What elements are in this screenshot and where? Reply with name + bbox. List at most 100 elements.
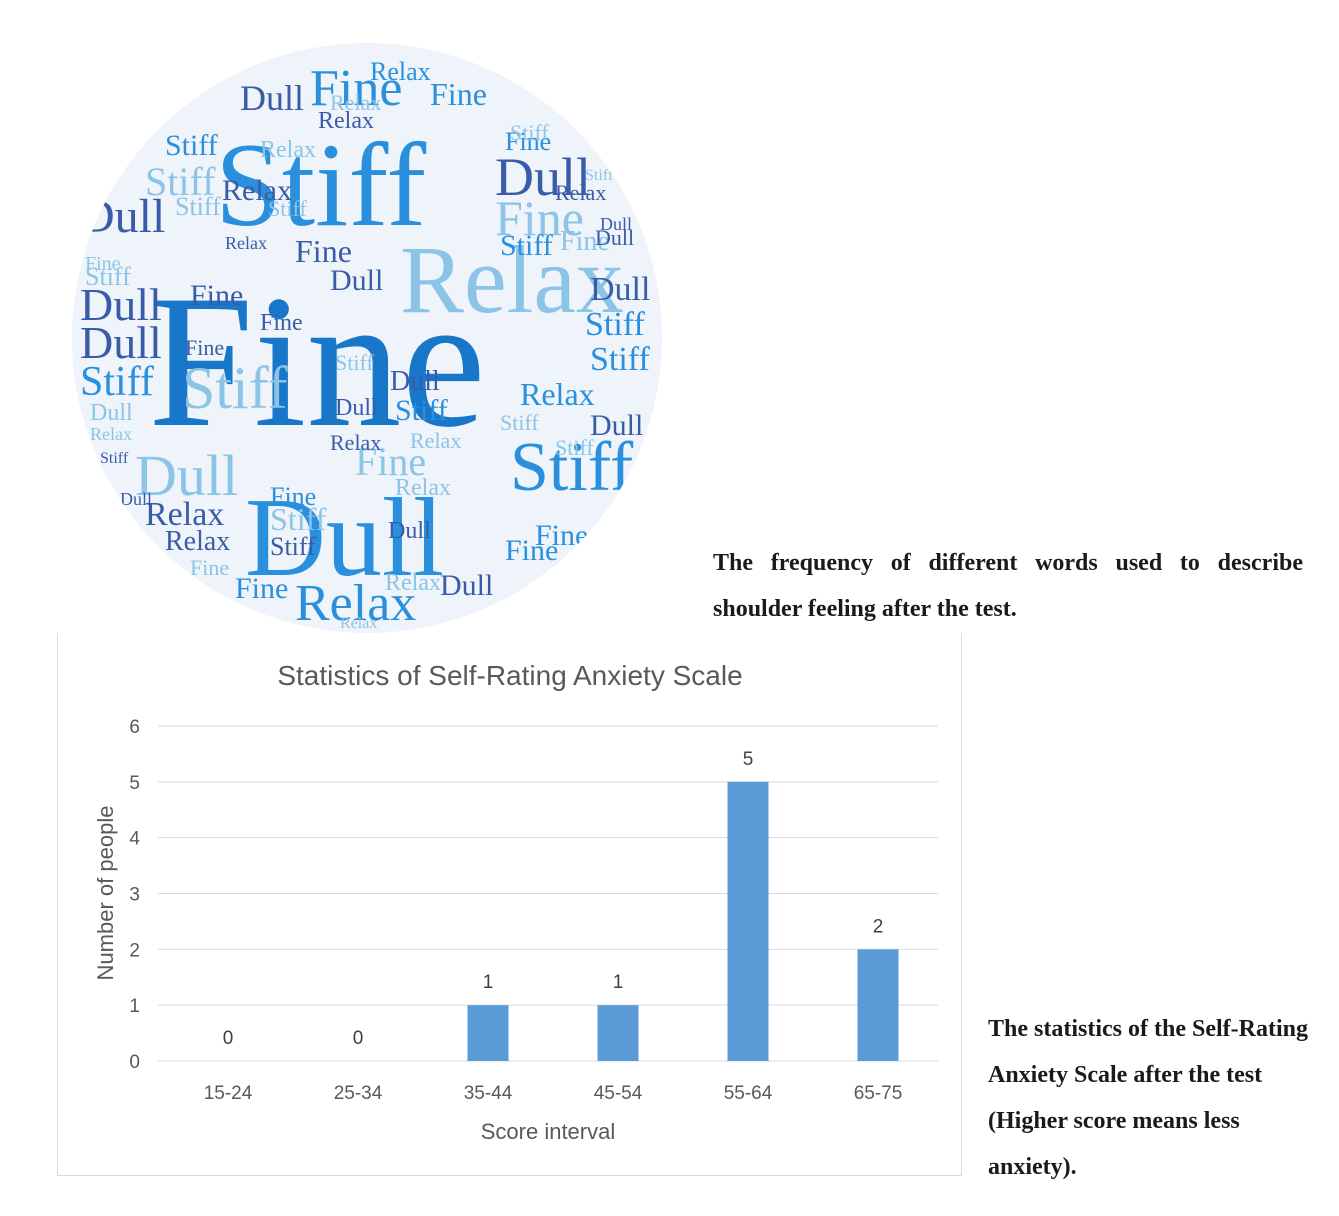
word-cloud-word: Fine (505, 534, 558, 567)
bar (597, 1005, 639, 1061)
word-cloud-word: Relax (195, 604, 237, 624)
word-cloud-word: Fine (560, 226, 610, 257)
chart-title: Statistics of Self-Rating Anxiety Scale (277, 660, 742, 691)
data-label: 5 (743, 749, 754, 770)
word-cloud-word: Stiff (182, 355, 288, 421)
word-cloud-word: Fine (185, 335, 224, 360)
word-cloud-word: Fine (505, 127, 551, 156)
data-label: 2 (873, 916, 884, 937)
word-cloud-caption: The frequency of different words used to… (713, 550, 1303, 622)
word-cloud-word: Relax (385, 570, 441, 596)
y-axis-label: Number of people (93, 806, 118, 981)
word-cloud-panel: Fine Relax Stiff Dull Relax Stiff Dull Fine Stif… (72, 43, 662, 633)
word-cloud-word: Stiff (585, 306, 646, 343)
y-tick-label: 3 (129, 885, 140, 906)
word-cloud-word: Fine (430, 76, 487, 112)
word-cloud-word: Dull (600, 214, 632, 234)
word-cloud-word: Relax (555, 180, 606, 205)
y-tick-label: 6 (129, 717, 140, 738)
word-cloud-word: Dull (590, 271, 650, 308)
word-cloud-word: Fine (148, 257, 486, 467)
word-cloud-word: Stiff (85, 262, 131, 291)
word-cloud-circle (72, 43, 662, 633)
word-cloud-word: Stiff (268, 196, 307, 221)
y-tick-label: 1 (129, 996, 140, 1017)
word-cloud-word: Relax (330, 430, 381, 455)
y-tick-label: 0 (129, 1052, 140, 1073)
word-cloud-word: Relax (165, 526, 230, 557)
word-cloud-word: Relax (330, 90, 381, 115)
bar (727, 781, 769, 1061)
word-cloud-word: Stiff (270, 501, 327, 537)
data-label: 1 (613, 972, 624, 993)
x-tick-label: 15-24 (204, 1083, 253, 1104)
word-cloud-word: Dull (80, 279, 162, 330)
word-cloud-word: Relax (400, 226, 624, 333)
word-cloud-word: Stiff (500, 229, 553, 262)
word-cloud-word: Stiff (510, 429, 634, 506)
word-cloud-word: Stiff (510, 120, 549, 145)
x-tick-label: 45-54 (594, 1083, 643, 1104)
word-cloud-word: Dull (390, 366, 440, 397)
data-label: 0 (223, 1028, 234, 1049)
word-cloud-word: Fine (535, 519, 588, 552)
word-cloud-word: Fine (310, 60, 402, 117)
word-cloud-word: Stiff (145, 159, 216, 204)
word-cloud-word: Relax (318, 108, 374, 134)
word-cloud-word: Dull (440, 569, 493, 602)
word-cloud-word: Relax (410, 428, 461, 453)
word-cloud-word: Fine (495, 190, 584, 246)
word-cloud-word: Stiff (215, 118, 426, 251)
word-cloud-word: Fine (235, 572, 288, 605)
word-cloud-word: Dull (240, 78, 304, 118)
word-cloud-word: Stiff (175, 192, 221, 221)
word-cloud-word: Dull (388, 518, 431, 544)
word-cloud-word: Stiff (585, 167, 614, 184)
word-cloud-word: Dull (330, 264, 383, 297)
word-cloud-word: Fine (85, 253, 121, 275)
word-cloud-word: Fine (190, 555, 229, 580)
word-cloud-word: Relax (222, 174, 292, 207)
word-cloud-word: Relax (370, 57, 431, 86)
y-tick-label: 5 (129, 773, 140, 794)
word-cloud-word: Dull (90, 400, 133, 426)
word-cloud-word: Relax (520, 376, 595, 412)
word-cloud-word: Stiff (395, 394, 448, 427)
y-tick-label: 4 (129, 829, 140, 850)
word-cloud-word: Relax (145, 496, 224, 533)
word-cloud-word: Relax (260, 137, 316, 163)
chart-caption: The statistics of the Self-Rating Anxiet… (988, 1016, 1308, 1180)
x-tick-label: 65-75 (854, 1083, 903, 1104)
word-cloud-word: Relax (395, 475, 451, 501)
word-cloud-word: Stiff (555, 435, 594, 460)
data-label: 0 (353, 1028, 364, 1049)
word-cloud-word: Dull (120, 489, 152, 509)
word-cloud-word: Relax (295, 575, 416, 632)
bar (467, 1005, 509, 1061)
word-cloud-word: Stiff (590, 341, 651, 378)
x-axis-label: Score interval (481, 1119, 616, 1144)
word-cloud-word: Relax (225, 233, 267, 253)
word-cloud-word: Dull (595, 225, 634, 250)
word-cloud-word: Stiff (500, 410, 539, 435)
word-cloud-word: Fine (190, 279, 243, 312)
word-cloud-word: Dull (245, 476, 444, 600)
word-cloud-word: Fine (355, 439, 426, 484)
word-cloud-word: Fine (260, 310, 303, 336)
word-cloud-word: Dull (590, 409, 643, 442)
word-cloud-word: Dull (80, 317, 162, 368)
word-cloud-word: Relax (340, 615, 377, 632)
word-cloud-word: Stiff (165, 129, 218, 162)
word-cloud: FineRelaxStiffDullRelaxStiffDullFineStif… (72, 43, 662, 633)
word-cloud-word: Stiff (80, 359, 154, 405)
y-tick-label: 2 (129, 940, 140, 961)
word-cloud-word: Dull (495, 147, 591, 207)
word-cloud-word: Stiff (100, 450, 129, 467)
word-cloud-word: Dull (135, 443, 238, 508)
x-tick-label: 35-44 (464, 1083, 513, 1104)
bar-chart-panel: Statistics of Self-Rating Anxiety Scale … (57, 633, 962, 1176)
word-cloud-word: Fine (295, 233, 352, 269)
x-tick-label: 55-64 (724, 1083, 773, 1104)
word-cloud-word: Stiff (335, 350, 374, 375)
word-cloud-word: Fine (270, 482, 316, 511)
